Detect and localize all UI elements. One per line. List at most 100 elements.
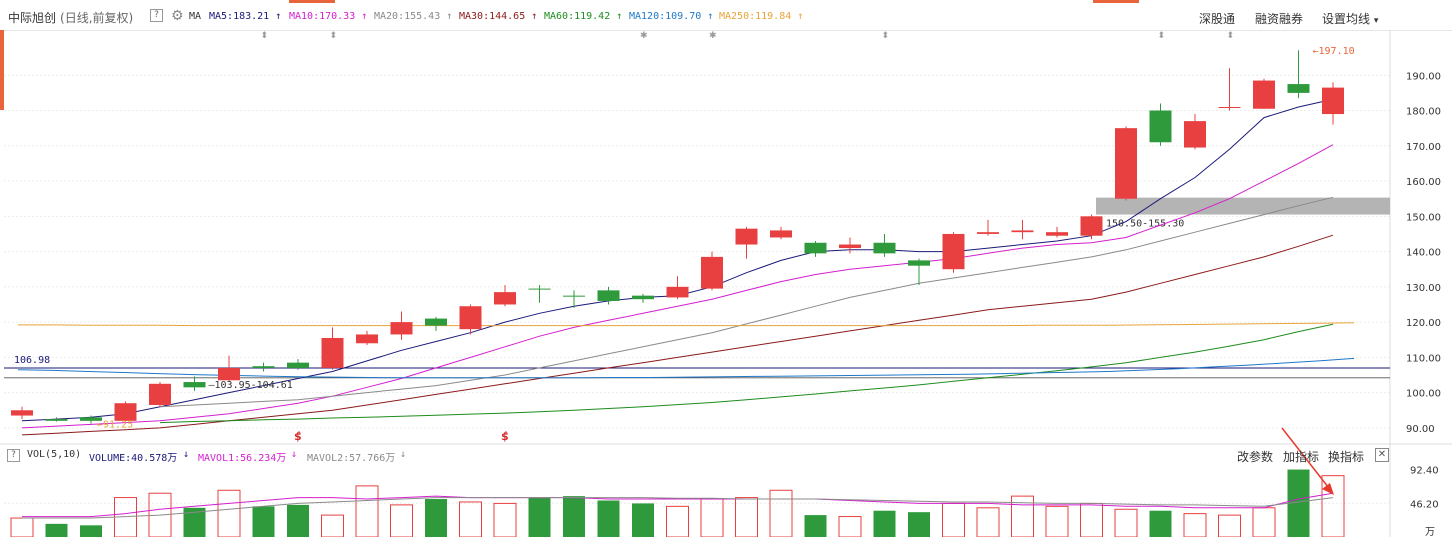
ma-line-ma60 bbox=[159, 323, 1334, 424]
close-icon[interactable]: ✕ bbox=[1375, 448, 1389, 462]
down-arrow-icon: ↓ bbox=[400, 449, 407, 460]
ma-legend-item[interactable]: MA60:119.42 ↑ bbox=[544, 11, 623, 22]
volume-bar bbox=[287, 504, 309, 537]
volume-bar bbox=[804, 515, 827, 537]
set-ma-dropdown[interactable]: 设置均线 ▾ bbox=[1322, 10, 1378, 27]
volume-bar bbox=[908, 512, 930, 537]
candle-body bbox=[149, 383, 171, 405]
volume-bar bbox=[1287, 469, 1310, 537]
event-marker: $̂ bbox=[294, 430, 302, 443]
annotation-arrowhead bbox=[1322, 483, 1334, 495]
candle-body bbox=[183, 382, 206, 388]
event-marker: ⬍ bbox=[1227, 31, 1235, 41]
chart-header: 中际旭创 (日线,前复权) ? ⚙ MA MA5:183.21 ↑ MA10:170… bbox=[0, 0, 1452, 31]
volume-bar bbox=[700, 498, 724, 537]
gear-icon[interactable]: ⚙ bbox=[171, 8, 184, 24]
candle-body bbox=[804, 242, 827, 254]
add-indicator-link[interactable]: 加指标 bbox=[1283, 450, 1320, 464]
volume-bar bbox=[563, 496, 585, 537]
event-marker: ⬍ bbox=[1158, 31, 1166, 41]
candle-body bbox=[356, 334, 378, 344]
stock-name: 中际旭创 bbox=[8, 11, 57, 25]
volume-bar bbox=[425, 499, 447, 537]
candle-body bbox=[1011, 230, 1034, 233]
volume-unit-label: 万 bbox=[1425, 527, 1435, 537]
mavol1-line bbox=[22, 492, 1334, 518]
ma-legend-item[interactable]: MA5:183.21 ↑ bbox=[209, 11, 282, 22]
down-arrow-icon: ↓ bbox=[183, 449, 190, 460]
event-marker: ✱ bbox=[709, 31, 717, 41]
ma-legend-item[interactable]: MA20:155.43 ↑ bbox=[374, 11, 453, 22]
candle-body bbox=[666, 286, 689, 298]
candle-body bbox=[45, 419, 68, 421]
price-tick-label: 140.00 bbox=[1406, 248, 1441, 259]
volume-bar bbox=[838, 516, 862, 537]
volume-bar bbox=[1218, 514, 1241, 537]
price-tick-label: 190.00 bbox=[1406, 71, 1441, 82]
set-ma-label: 设置均线 bbox=[1322, 12, 1371, 26]
volume-bar bbox=[873, 510, 896, 537]
panel-accent bbox=[0, 30, 4, 110]
switch-indicator-link[interactable]: 换指标 bbox=[1328, 450, 1365, 464]
candle-body bbox=[701, 256, 723, 289]
candle-body bbox=[218, 367, 240, 381]
candle-body bbox=[114, 403, 137, 421]
volume-bar bbox=[10, 517, 34, 537]
volume-bar bbox=[321, 514, 344, 537]
volume-bar bbox=[183, 507, 206, 537]
candle-body bbox=[1322, 87, 1344, 115]
volume-tick-label: 46.20 bbox=[1410, 499, 1439, 510]
ma-line-ma30 bbox=[21, 234, 1334, 436]
volume-bar bbox=[390, 504, 413, 537]
volume-bar bbox=[1045, 505, 1069, 537]
candle-body bbox=[528, 288, 551, 290]
shenzhen-connect-link[interactable]: 深股通 bbox=[1199, 12, 1236, 26]
candle-body bbox=[735, 228, 758, 245]
edit-params-link[interactable]: 改参数 bbox=[1237, 450, 1274, 464]
volume-bar bbox=[1321, 475, 1345, 537]
price-tick-label: 180.00 bbox=[1406, 107, 1441, 118]
ma-line-ma20 bbox=[159, 196, 1334, 408]
ma-line-ma120 bbox=[17, 357, 1355, 379]
volume-bar bbox=[942, 502, 965, 537]
volume-value: VOLUME:40.578万 bbox=[89, 453, 178, 464]
price-gap-band bbox=[1096, 197, 1390, 215]
ma-legend-item[interactable]: MA250:119.84 ↑ bbox=[719, 11, 804, 22]
volume-bar bbox=[528, 497, 551, 537]
high-price-marker: ←197.10 bbox=[1313, 46, 1355, 57]
volume-bar bbox=[976, 507, 1000, 537]
kline-chart[interactable]: 190.00 180.00 170.00 160.00 150.00 140.00 130.… bbox=[0, 30, 1452, 537]
mavol2-line bbox=[22, 497, 1334, 519]
volume-indicator-name: VOL(5,10) bbox=[27, 449, 82, 460]
active-tab-indicator bbox=[1093, 0, 1139, 3]
volume-bar bbox=[597, 500, 620, 537]
candle-body bbox=[1253, 80, 1275, 109]
price-tick-label: 90.00 bbox=[1406, 424, 1435, 435]
ma-legend-item[interactable]: MA120:109.70 ↑ bbox=[629, 11, 714, 22]
candle-body bbox=[252, 366, 275, 368]
ma-label: MA bbox=[189, 11, 202, 22]
candle-body bbox=[425, 318, 447, 326]
volume-bar bbox=[666, 505, 689, 537]
help-icon[interactable]: ? bbox=[150, 9, 163, 22]
volume-bar bbox=[1149, 510, 1172, 537]
ma-line-ma10 bbox=[21, 144, 1334, 429]
active-tab-indicator bbox=[289, 0, 335, 3]
candle-body bbox=[1149, 110, 1172, 143]
ma-legend-item[interactable]: MA30:144.65 ↑ bbox=[459, 11, 538, 22]
ma-line-ma250 bbox=[18, 322, 1355, 327]
mavol2-value: MAVOL2:57.766万 bbox=[307, 453, 396, 464]
volume-help-icon[interactable]: ? bbox=[7, 449, 20, 462]
margin-trading-link[interactable]: 融资融券 bbox=[1255, 12, 1304, 26]
candle-body bbox=[942, 233, 965, 270]
ma-legend-item[interactable]: MA10:170.33 ↑ bbox=[289, 11, 368, 22]
volume-bar bbox=[217, 489, 241, 537]
gap-label: —103.95-104.61 bbox=[209, 380, 293, 391]
period-label: (日线,前复权) bbox=[60, 11, 134, 25]
event-marker: ✱ bbox=[640, 31, 648, 41]
volume-bar bbox=[1183, 513, 1207, 537]
volume-bar bbox=[355, 485, 379, 537]
candle-body bbox=[908, 260, 930, 266]
volume-bar bbox=[1252, 507, 1276, 537]
caret-down-icon: ▾ bbox=[1373, 16, 1379, 26]
